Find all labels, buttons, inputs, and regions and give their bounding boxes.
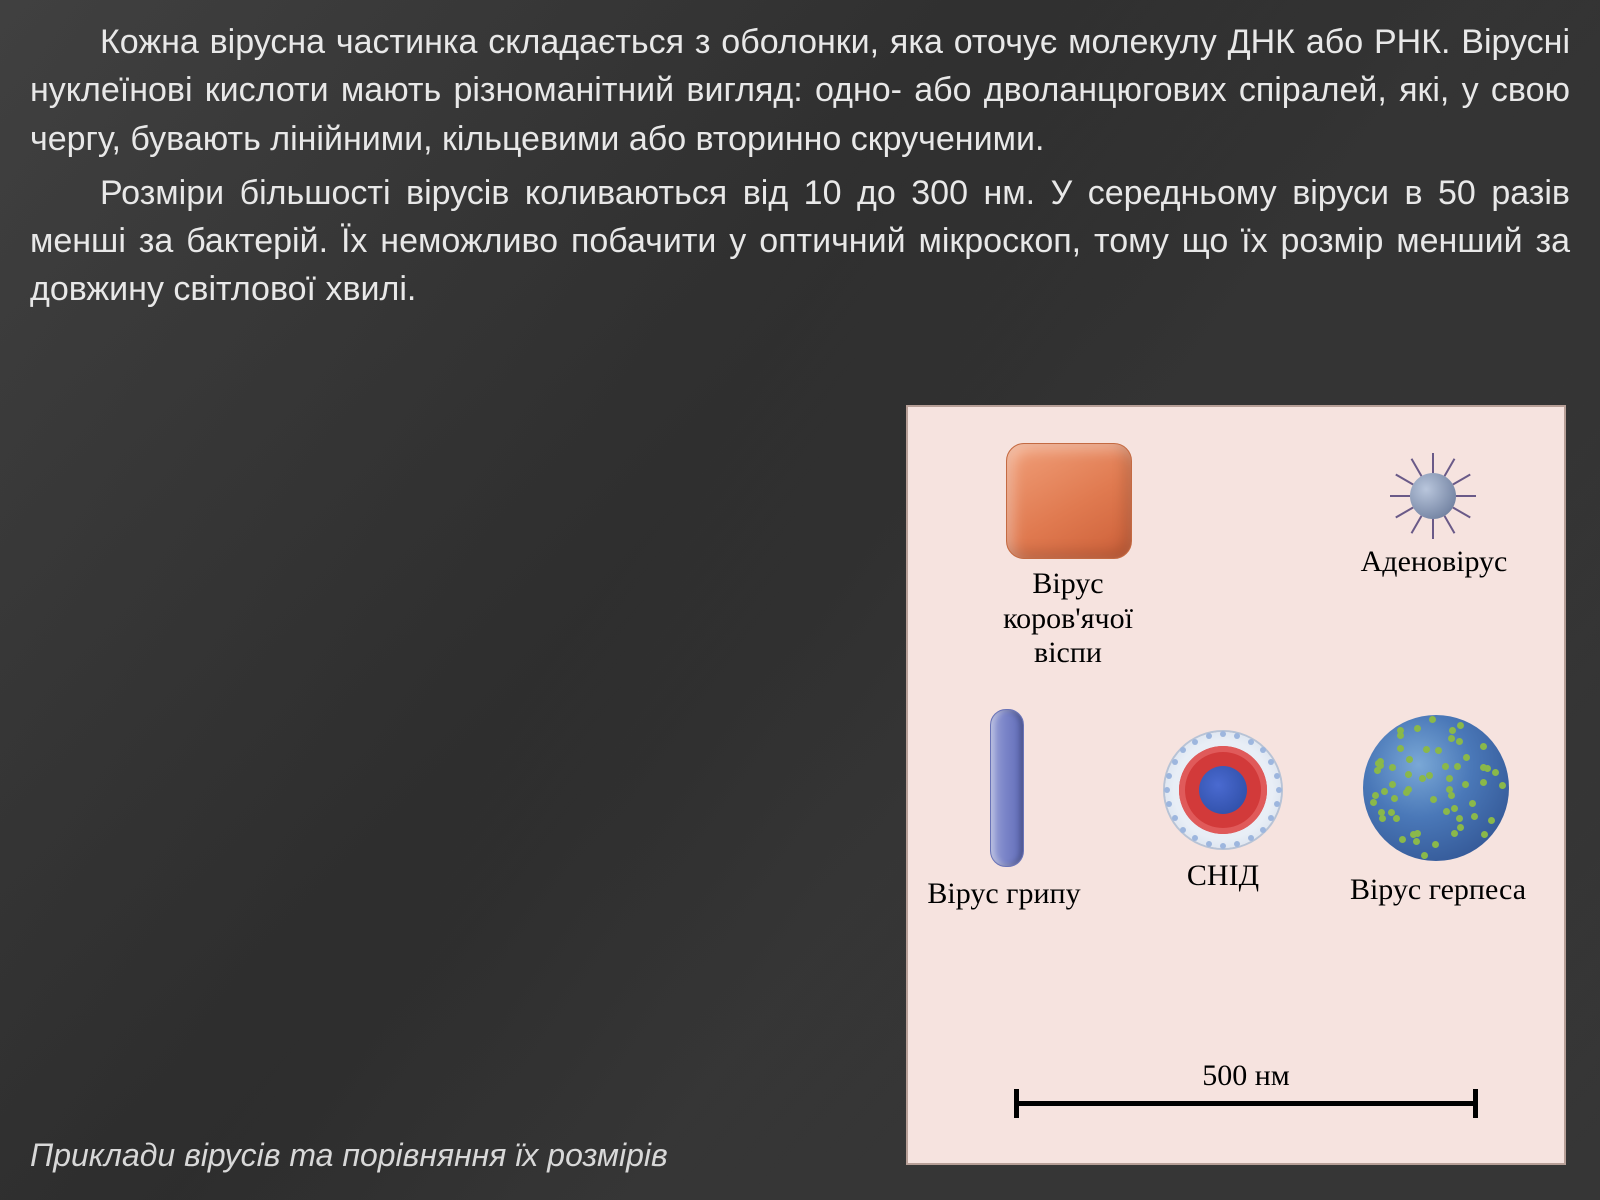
paragraph-1: Кожна вірусна частинка складається з обо… — [30, 18, 1570, 163]
figure-caption: Приклади вірусів та порівняння їх розмір… — [30, 1137, 668, 1174]
scale-bar-line — [1014, 1101, 1478, 1106]
cowpox-label: Вірус коров'ячої віспи — [968, 567, 1168, 671]
flu-label: Вірус грипу — [904, 877, 1104, 912]
body-text: Кожна вірусна частинка складається з обо… — [30, 18, 1570, 320]
flu-virus-icon — [990, 709, 1024, 867]
aids-virus-icon — [1165, 732, 1281, 848]
herpes-virus-icon — [1363, 715, 1509, 861]
scale-bar-label: 500 нм — [1014, 1059, 1478, 1093]
adenovirus-icon — [1396, 459, 1470, 533]
aids-label: СНІД — [1123, 859, 1323, 894]
slide: Кожна вірусна частинка складається з обо… — [0, 0, 1600, 1200]
scale-bar: 500 нм — [1014, 1067, 1478, 1113]
scale-bar-tick-left — [1014, 1089, 1019, 1118]
paragraph-2: Розміри більшості вірусів коливаються ві… — [30, 169, 1570, 314]
adenovirus-label: Аденовірус — [1334, 545, 1534, 580]
herpes-label: Вірус герпеса — [1338, 873, 1538, 908]
scale-bar-tick-right — [1473, 1089, 1478, 1118]
cowpox-virus-icon — [1006, 443, 1132, 559]
virus-figure: Вірус коров'ячої віспи Аденовірус Вірус … — [906, 405, 1566, 1165]
